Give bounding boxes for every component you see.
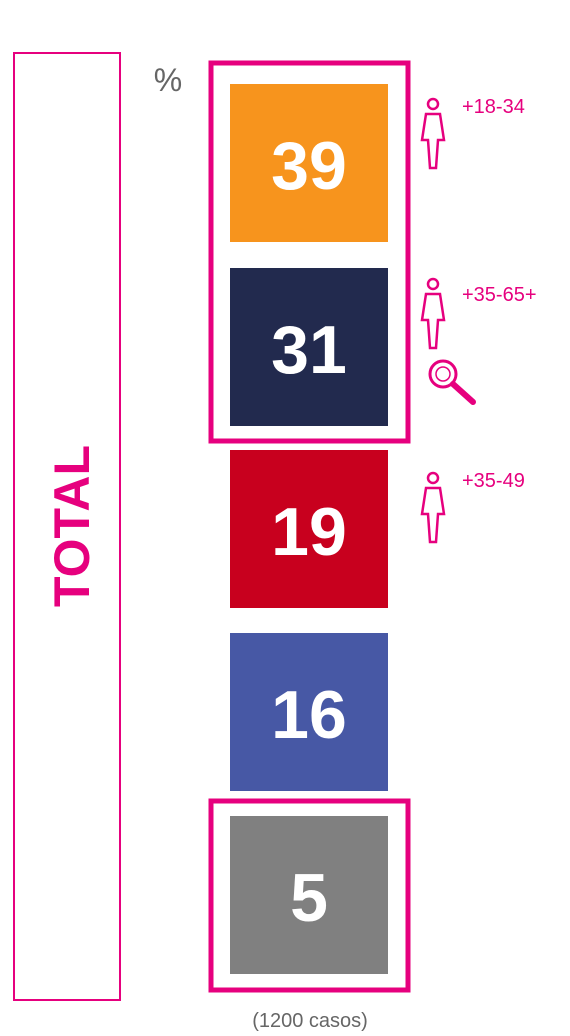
block-value: 39: [271, 128, 347, 204]
annotation: +35-65+: [462, 284, 537, 306]
highlight-frame: [208, 798, 411, 993]
block-value: 31: [271, 312, 347, 388]
side-frame: [13, 52, 121, 1001]
block-value: 5: [290, 860, 328, 936]
block: [230, 633, 388, 791]
block: [230, 816, 388, 974]
block-value: 19: [271, 494, 347, 570]
annotation: +35-49: [462, 470, 525, 492]
block-value: 16: [271, 677, 347, 753]
highlight-frame: [208, 60, 411, 444]
block: [230, 84, 388, 242]
person-icons: [420, 97, 446, 544]
side-label: TOTAL: [44, 445, 100, 607]
block: [230, 268, 388, 426]
footnote: (1200 casos): [252, 1010, 368, 1032]
magnifier-icon: [428, 359, 476, 405]
unit: %: [154, 62, 182, 98]
block: [230, 450, 388, 608]
annotation: +18-34: [462, 96, 525, 118]
